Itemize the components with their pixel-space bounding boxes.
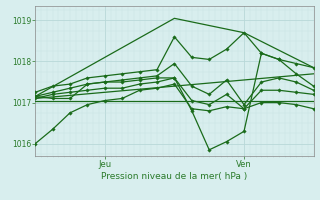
X-axis label: Pression niveau de la mer( hPa ): Pression niveau de la mer( hPa ) [101, 172, 248, 181]
